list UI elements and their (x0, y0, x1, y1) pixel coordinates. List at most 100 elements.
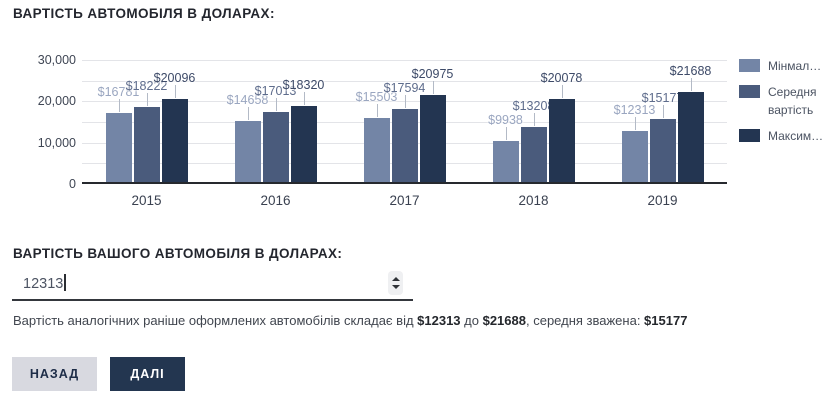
bar-wrap: $17594 (384, 81, 425, 182)
legend-label: Мінмал… (768, 59, 822, 73)
bar-label-leader-line (376, 103, 378, 117)
bar-2015 (105, 112, 132, 182)
bar-value-label: $9938 (488, 112, 523, 127)
number-stepper[interactable] (388, 271, 403, 295)
page-title: ВАРТІСТЬ АВТОМОБІЛЯ В ДОЛАРАХ: (13, 6, 275, 21)
bar-label-leader-line (303, 92, 305, 106)
bar-value-label: $14658 (226, 93, 269, 108)
plot-area: $16781 $18222 $20096 $14658 $17013 $18320 $155… (82, 60, 727, 184)
legend-item: Мінмал… (739, 58, 831, 75)
bar-group-2016: $14658 $17013 $18320 (211, 78, 340, 182)
bar-wrap: $14658 (227, 93, 268, 182)
bar-label-leader-line (404, 95, 406, 109)
legend-swatch-icon (739, 129, 760, 143)
y-axis-tick-label: 20,000 (37, 94, 76, 109)
x-axis-label: 2019 (647, 193, 678, 208)
y-axis-tick-label: 0 (69, 177, 76, 191)
legend-label: Середня вартість (768, 85, 817, 117)
bar-value-label: $20096 (153, 70, 196, 85)
bar-label-leader-line (275, 97, 277, 111)
bar-2018 (548, 99, 575, 182)
bar-group-2018: $9938 $13208 $20078 (469, 71, 598, 182)
bar-value-label: $13208 (512, 99, 555, 114)
car-value-input[interactable]: 12313 (12, 267, 413, 301)
bar-wrap: $15177 (642, 91, 683, 182)
x-axis-label: 2016 (260, 193, 291, 208)
bar-value-label: $15177 (641, 91, 684, 106)
bar-label-leader-line (174, 84, 176, 98)
car-value-chart: $16781 $18222 $20096 $14658 $17013 $18320 $155… (0, 45, 831, 220)
bar-wrap: $20096 (154, 71, 195, 182)
legend-swatch-icon (739, 59, 760, 72)
bar-label-leader-line (561, 85, 563, 99)
bar-2017 (391, 109, 418, 182)
bar-value-label: $17594 (383, 81, 426, 96)
next-button[interactable]: ДАЛІ (110, 357, 185, 391)
bar-group-2015: $16781 $18222 $20096 (82, 71, 211, 182)
note-min-value: $12313 (417, 313, 461, 328)
note-avg-value: $15177 (644, 313, 688, 328)
bar-label-leader-line (662, 105, 664, 119)
bar-wrap: $9938 (488, 113, 523, 182)
bar-label-leader-line (146, 92, 148, 106)
bar-2019 (621, 131, 648, 182)
stepper-down-icon[interactable] (391, 285, 400, 289)
note-max-value: $21688 (482, 313, 526, 328)
legend-swatch-icon (739, 85, 760, 99)
bar-label-leader-line (533, 113, 535, 127)
bar-value-label: $20078 (540, 71, 583, 86)
bar-value-label: $18320 (282, 78, 325, 93)
bar-value-label: $18222 (125, 78, 168, 93)
gridline (82, 60, 727, 61)
x-axis-labels: 2015 2016 2017 2018 2019 (82, 193, 727, 208)
bar-2015 (161, 98, 188, 182)
bar-value-label: $20975 (411, 67, 454, 82)
bar-groups: $16781 $18222 $20096 $14658 $17013 $18320 $155… (82, 60, 727, 182)
car-value-input-value: 12313 (23, 274, 66, 292)
x-axis-label: 2017 (389, 193, 420, 208)
legend-item: Максим… (739, 128, 831, 145)
bar-label-leader-line (690, 78, 692, 92)
bar-2017 (363, 117, 390, 182)
bar-wrap: $17013 (255, 84, 296, 182)
bar-wrap: $18222 (126, 79, 167, 182)
bar-wrap: $21688 (670, 64, 711, 182)
x-axis-label: 2015 (131, 193, 162, 208)
text-cursor (64, 274, 66, 291)
bar-label-leader-line (247, 107, 249, 121)
form-heading: ВАРТІСТЬ ВАШОГО АВТОМОБІЛЯ В ДОЛАРАХ: (13, 246, 343, 261)
chart-legend: Мінмал… Середня вартість Максим… (739, 58, 831, 155)
bar-value-label: $17013 (254, 83, 297, 98)
bar-wrap: $20975 (412, 67, 453, 182)
bar-2016 (262, 111, 289, 182)
bar-wrap: $16781 (98, 85, 139, 182)
bar-label-leader-line (634, 117, 636, 131)
bar-wrap: $18320 (283, 78, 324, 182)
bar-label-leader-line (432, 81, 434, 95)
bar-2017 (419, 95, 446, 182)
bar-value-label: $16781 (97, 84, 140, 99)
bar-2016 (234, 121, 261, 182)
legend-item: Середня вартість (739, 84, 831, 119)
value-range-note: Вартість аналогічних раніше оформлених а… (13, 313, 688, 328)
stepper-up-icon[interactable] (391, 277, 400, 281)
bar-2016 (290, 106, 317, 182)
legend-label: Максим… (768, 129, 824, 144)
bar-value-label: $12313 (613, 103, 656, 118)
x-axis-label: 2018 (518, 193, 549, 208)
bar-2015 (133, 106, 160, 182)
bar-wrap: $20078 (541, 71, 582, 182)
y-axis-tick-label: 10,000 (37, 135, 76, 150)
bar-2018 (492, 140, 519, 182)
gridline (82, 80, 727, 82)
back-button[interactable]: НАЗАД (12, 357, 97, 391)
y-axis-tick-label: 30,000 (37, 53, 76, 67)
bar-value-label: $21688 (669, 64, 712, 79)
bar-2019 (677, 92, 704, 182)
bar-label-leader-line (118, 98, 120, 112)
bar-wrap: $12313 (614, 103, 655, 182)
bar-wrap: $13208 (513, 99, 554, 182)
bar-value-label: $15503 (355, 89, 398, 104)
bar-wrap: $15503 (356, 90, 397, 182)
